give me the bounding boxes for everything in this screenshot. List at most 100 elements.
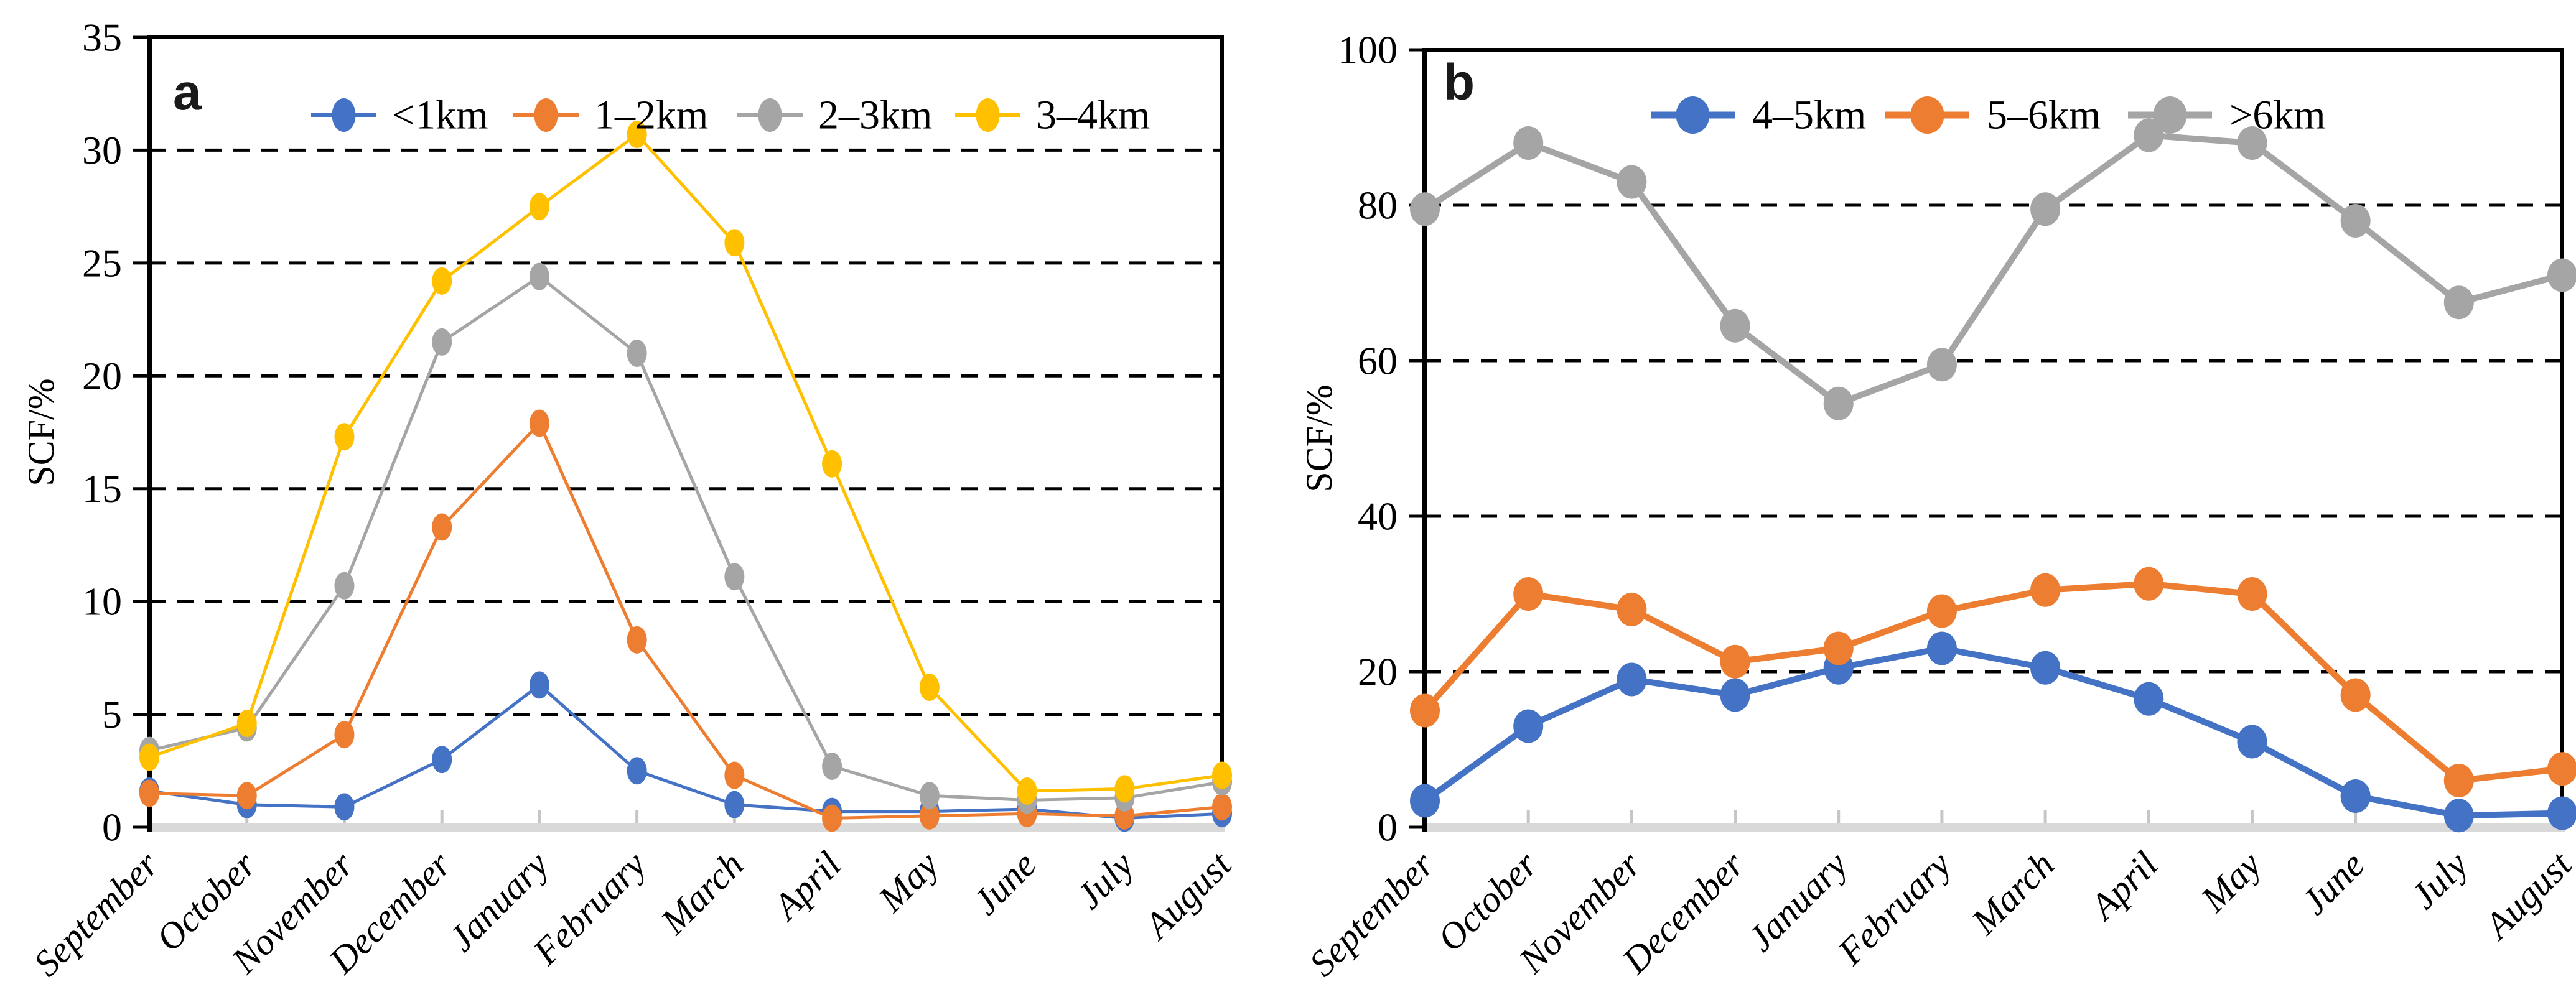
data-point	[1212, 793, 1232, 821]
data-point	[1926, 594, 1957, 628]
legend-label: 5–6km	[1987, 93, 2101, 138]
x-tick-label: August	[1135, 843, 1239, 948]
data-point	[2134, 118, 2164, 152]
y-tick-label: 40	[1358, 494, 1398, 539]
legend-marker	[534, 98, 558, 132]
panel-b-chart: 0 20 40 60 80 100 SeptemberOctoberNovemberDece…	[1299, 28, 2576, 985]
legend-label: 1–2km	[594, 93, 708, 138]
legend-label: 3–4km	[1036, 93, 1150, 138]
data-point	[1513, 577, 1544, 611]
legend-item-1–2km: 1–2km	[513, 93, 708, 138]
data-point	[432, 746, 452, 774]
data-point	[432, 513, 452, 541]
y-tick-label: 25	[82, 241, 122, 285]
legend-marker	[2153, 96, 2187, 134]
legend-marker	[758, 98, 782, 132]
x-axis-baseline	[147, 823, 1225, 832]
data-point	[724, 761, 745, 789]
series->6km	[1410, 118, 2576, 420]
legend: <1km 1–2km 2–3km 3–4km	[311, 93, 1150, 138]
series-3–4km	[139, 121, 1232, 805]
y-axis-title: SCF/%	[1299, 384, 1340, 492]
data-point	[139, 743, 159, 771]
legend-marker	[1910, 96, 1944, 134]
data-point	[2237, 725, 2267, 759]
data-point	[334, 572, 355, 600]
legend-marker	[1676, 96, 1710, 134]
legend-item->6km: >6km	[2128, 93, 2326, 138]
data-point	[334, 721, 355, 749]
data-point	[2443, 764, 2474, 797]
data-point	[432, 328, 452, 356]
data-point	[1823, 631, 1854, 665]
y-tick-label: 80	[1358, 183, 1398, 228]
legend-label: 2–3km	[818, 93, 932, 138]
data-point	[2237, 577, 2267, 611]
data-point	[2340, 779, 2371, 813]
x-tick-label: August	[2475, 843, 2576, 948]
panel-a-label: a	[173, 64, 202, 121]
y-tick-label: 20	[1358, 650, 1398, 694]
data-point	[1017, 777, 1037, 805]
data-point	[1720, 308, 1750, 343]
legend-label: 4–5km	[1752, 93, 1866, 138]
data-point	[2547, 752, 2576, 786]
y-tick-label: 5	[102, 692, 122, 736]
x-tick-label: July	[2403, 843, 2476, 917]
x-tick-label: June	[965, 844, 1044, 923]
series-5–6km	[1410, 567, 2576, 797]
panel-b-label: b	[1444, 54, 1475, 111]
gridlines	[149, 148, 1222, 716]
y-axis-ticks: 0 20 40 60 80 100	[1338, 28, 1425, 850]
data-point	[1513, 126, 1544, 160]
data-point	[2547, 796, 2576, 830]
data-point	[1617, 593, 1647, 626]
x-tick-label: February	[1829, 843, 1959, 973]
data-point	[2443, 799, 2474, 833]
y-tick-label: 0	[1378, 805, 1398, 850]
legend-item-5–6km: 5–6km	[1885, 93, 2101, 138]
data-point	[1410, 693, 1440, 728]
y-tick-label: 10	[82, 580, 122, 624]
data-point	[2340, 678, 2371, 712]
legend: 4–5km 5–6km >6km	[1651, 93, 2326, 138]
data-point	[2340, 204, 2371, 238]
legend-item-3–4km: 3–4km	[955, 93, 1150, 138]
series-line	[149, 275, 1223, 802]
legend-label: <1km	[392, 93, 488, 138]
data-point	[724, 791, 745, 818]
gridlines	[1425, 203, 2562, 674]
y-tick-label: 60	[1358, 339, 1398, 383]
y-axis-title: SCF/%	[21, 378, 62, 486]
series-2–3km	[139, 262, 1232, 814]
x-tick-label: March	[653, 844, 752, 943]
x-labels: SeptemberOctoberNovemberDecemberJanuaryF…	[26, 843, 1239, 985]
data-point	[1720, 678, 1750, 712]
data-point	[432, 267, 452, 295]
data-point	[2134, 567, 2164, 601]
x-labels: SeptemberOctoberNovemberDecemberJanuaryF…	[1301, 843, 2576, 985]
y-tick-label: 20	[82, 354, 122, 398]
data-point	[2237, 126, 2267, 160]
y-axis-ticks: 0 5 10 15 20 25 30 35	[82, 16, 149, 850]
legend-item-2–3km: 2–3km	[737, 93, 932, 138]
y-tick-label: 100	[1338, 28, 1398, 72]
data-point	[1823, 386, 1854, 420]
data-point	[627, 626, 647, 654]
data-point	[1410, 784, 1440, 818]
data-point	[139, 779, 159, 807]
x-tick-label: April	[764, 844, 849, 929]
data-point	[2030, 192, 2061, 226]
x-axis-baseline	[1422, 823, 2565, 832]
data-point	[1617, 165, 1647, 199]
data-point	[1513, 709, 1544, 743]
x-tick-label: June	[2294, 844, 2373, 923]
data-point	[822, 753, 842, 781]
series-4–5km	[1410, 631, 2576, 833]
data-point	[236, 710, 257, 738]
y-tick-label: 30	[82, 128, 122, 172]
legend-item-4–5km: 4–5km	[1651, 93, 1866, 138]
x-tick-label: May	[2193, 843, 2269, 920]
data-point	[919, 782, 940, 810]
